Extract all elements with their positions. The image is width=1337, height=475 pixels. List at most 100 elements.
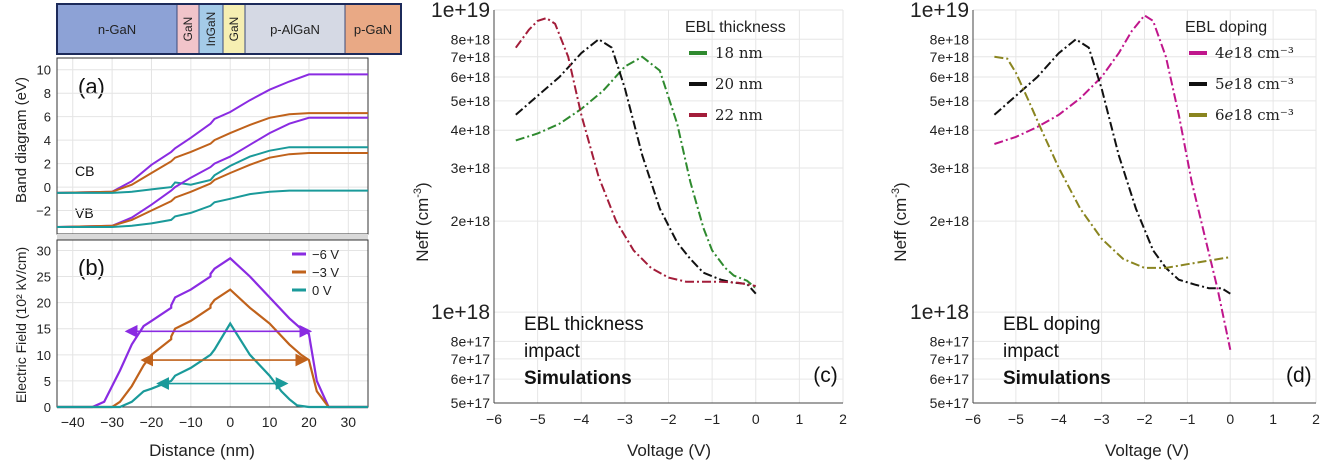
panelD-legend-title: EBL doping (1185, 19, 1267, 36)
xtick-b-7: 30 (341, 414, 357, 430)
layer-label-0: n-GaN (98, 22, 136, 37)
panel-separator (57, 234, 368, 240)
panelC-xtick-8: 2 (839, 411, 847, 427)
panelD-ytick-4: 1e+18 (910, 301, 969, 324)
panelD-ytick-1: 6e+17 (930, 371, 970, 387)
panelC-xtick-6: 0 (752, 411, 760, 427)
ytick-a-3: 4 (44, 133, 51, 148)
panelD-ytick-11: 8e+18 (930, 31, 970, 47)
panelD-ytick-6: 3e+18 (930, 160, 970, 176)
panelD-xtick-7: 1 (1269, 411, 1277, 427)
ytick-a-4: 6 (44, 110, 51, 125)
panel-a-label: (a) (78, 74, 105, 99)
panelD-xtick-8: 2 (1312, 411, 1320, 427)
legend-b-label-2: 0 V (312, 283, 332, 298)
panelD-ytick-7: 4e+18 (930, 122, 970, 138)
panelC-xtick-2: −4 (573, 411, 589, 427)
layer-label-3: GaN (227, 17, 241, 42)
ytick-a-1: 0 (44, 180, 51, 195)
ytick-b-3: 15 (37, 322, 51, 337)
panelD-legend-label-2: 6𝑒18 cm⁻³ (1215, 106, 1294, 124)
legend-b-label-0: −6 V (312, 247, 339, 262)
xtick-b-5: 10 (262, 414, 278, 430)
panelC-legend-title: EBL thickness (685, 19, 786, 36)
panelC-series-0 (515, 55, 757, 289)
panel-b-frame (56, 239, 369, 408)
panelC-annotation-1: impact (524, 341, 581, 362)
panelC-ytick-12: 1e+19 (431, 0, 490, 22)
layer-label-2: InGaN (204, 12, 218, 47)
ytick-b-1: 5 (44, 374, 51, 389)
band-line-0 (56, 73, 368, 194)
xtick-b-1: −30 (100, 414, 124, 430)
panelD-xtick-4: −2 (1137, 411, 1153, 427)
ytick-a-6: 10 (37, 63, 51, 78)
layer-block-0 (56, 3, 178, 55)
ytick-b-2: 10 (37, 348, 51, 363)
layer-label-4: p-AlGaN (270, 22, 320, 37)
layer-strip: n-GaN GaN InGaN GaN p-AlGaN p-GaN (56, 3, 402, 55)
xtick-b-6: 20 (301, 414, 317, 430)
xtick-b-0: −40 (61, 414, 85, 430)
panelC-panel-label: (c) (813, 364, 838, 387)
panelC-annotation-0: EBL thickness (524, 314, 644, 335)
panelD-xtick-6: 0 (1226, 411, 1234, 427)
panelD-annotation-2: Simulations (1003, 368, 1111, 389)
panelC-xtick-7: 1 (795, 411, 803, 427)
panelD-xtick-3: −3 (1094, 411, 1110, 427)
panelD-series-0 (994, 14, 1232, 351)
panelD-ytick-3: 8e+17 (930, 333, 970, 349)
panelD-ytick-0: 5e+17 (930, 395, 970, 411)
panelC-series-2 (514, 17, 756, 287)
panelC-ytick-4: 1e+18 (431, 301, 490, 324)
ytick-a-2: 2 (44, 157, 51, 172)
panel-a-band-diagram: (a) CB VB Band diagram (eV) −2 0 2 4 6 8 10 (13, 57, 369, 240)
panel-b-xlabel: Distance (nm) (149, 441, 255, 460)
panelD-xtick-5: −1 (1179, 411, 1195, 427)
field-line-2 (57, 321, 368, 409)
band-line-3 (56, 116, 368, 228)
panelD-xtick-2: −4 (1051, 411, 1067, 427)
panelD-series-2 (994, 55, 1231, 269)
panelD-legend-label-1: 5𝑒18 cm⁻³ (1215, 75, 1294, 93)
xtick-b-2: −20 (140, 414, 164, 430)
panelC-ytick-8: 5e+18 (451, 93, 491, 109)
panelD-xtick-1: −5 (1008, 411, 1024, 427)
ytick-b-5: 25 (37, 270, 51, 285)
panelC-ytick-6: 3e+18 (451, 160, 491, 176)
panelC-xtick-5: −1 (704, 411, 720, 427)
xtick-b-3: −10 (179, 414, 203, 430)
band-line-1 (56, 112, 368, 194)
panelC-xtick-4: −2 (661, 411, 677, 427)
panelD-xtick-0: −6 (965, 411, 981, 427)
ytick-b-4: 20 (37, 296, 51, 311)
panelD-annotation-1: impact (1003, 341, 1060, 362)
panelC-ytick-7: 4e+18 (451, 122, 491, 138)
panelD-ytick-2: 7e+17 (930, 351, 970, 367)
panel-d-ylabel: Neff (cm-3) (890, 182, 910, 261)
panelC-ytick-5: 2e+18 (451, 213, 491, 229)
vb-annotation: VB (75, 205, 94, 221)
panel-c-xlabel: Voltage (V) (627, 441, 711, 460)
panelD-legend-label-0: 4𝑒18 cm⁻³ (1215, 44, 1294, 62)
field-line-0 (57, 256, 368, 409)
band-line-5 (57, 189, 368, 228)
panel-c-thickness: Neff (cm-3) Voltage (V) −6 −5 −4 −3 −2 −1 0 1 2 5… (412, 0, 847, 460)
ytick-a-0: −2 (36, 204, 51, 219)
panel-d-doping: Neff (cm-3) Voltage (V) −6 −5 −4 −3 −2 −1 0 1 2 5… (890, 0, 1320, 460)
panelD-ytick-10: 7e+18 (930, 49, 970, 65)
xtick-b-4: 0 (226, 414, 234, 430)
panel-b-electric-field: (b) Electric Field (10² kV/cm) Distance … (13, 239, 369, 460)
panelC-ytick-11: 8e+18 (451, 31, 491, 47)
panelC-legend-label-0: 18 nm (715, 44, 763, 62)
panel-b-ylabel: Electric Field (10² kV/cm) (13, 247, 29, 403)
layer-label-1: GaN (181, 17, 195, 42)
panelC-annotation-2: Simulations (524, 368, 632, 389)
ytick-b-6: 30 (37, 243, 51, 258)
layer-label-5: p-GaN (354, 22, 392, 37)
panelC-xtick-0: −6 (486, 411, 502, 427)
cb-annotation: CB (75, 163, 94, 179)
panelD-ytick-9: 6e+18 (930, 69, 970, 85)
panelD-ytick-12: 1e+19 (910, 0, 969, 22)
